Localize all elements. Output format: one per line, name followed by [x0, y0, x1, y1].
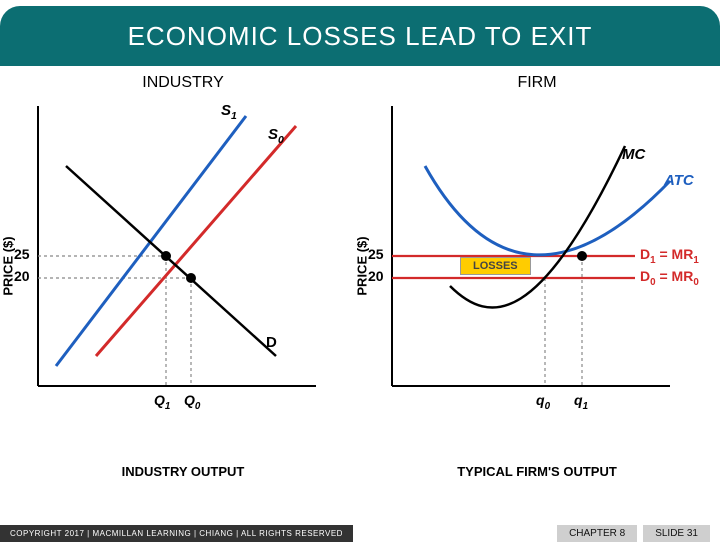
industry-ytick-25: 25: [14, 246, 30, 262]
firm-xtick-q0: q0: [536, 392, 550, 412]
firm-x-label: TYPICAL FIRM'S OUTPUT: [370, 464, 704, 479]
s0-label: S0: [268, 126, 284, 146]
s1-label: S1: [221, 102, 237, 122]
industry-xtick-q1: Q1: [154, 392, 170, 412]
d0-mr0-label: D0 = MR0: [640, 268, 699, 288]
firm-ytick-20: 20: [368, 268, 384, 284]
d-label: D: [266, 334, 277, 351]
slide-chip: SLIDE 31: [643, 525, 710, 542]
copyright-text: COPYRIGHT 2017 | MACMILLAN LEARNING | CH…: [0, 525, 353, 542]
slide-title: ECONOMIC LOSSES LEAD TO EXIT: [0, 6, 720, 66]
firm-heading: FIRM: [370, 74, 704, 92]
industry-xtick-q0: Q0: [184, 392, 200, 412]
footer-right: CHAPTER 8 SLIDE 31: [557, 525, 720, 542]
firm-panel: FIRM PRICE ($) 25 20 MC ATC LOSSES D1 = …: [370, 74, 704, 479]
losses-box: LOSSES: [460, 257, 531, 275]
industry-x-label: INDUSTRY OUTPUT: [16, 464, 350, 479]
industry-heading: INDUSTRY: [16, 74, 350, 92]
industry-panel: INDUSTRY PRICE ($) 25 20 S1 S0 D Q1 Q0 I…: [16, 74, 350, 479]
firm-ytick-25: 25: [368, 246, 384, 262]
footer-bar: COPYRIGHT 2017 | MACMILLAN LEARNING | CH…: [0, 520, 720, 546]
d1-mr1-label: D1 = MR1: [640, 246, 699, 266]
firm-xtick-q1: q1: [574, 392, 588, 412]
firm-chart: PRICE ($) 25 20 MC ATC LOSSES D1 = MR1 D…: [370, 96, 704, 436]
industry-svg: [16, 96, 336, 396]
industry-chart: PRICE ($) 25 20 S1 S0 D Q1 Q0: [16, 96, 350, 436]
atc-label: ATC: [664, 172, 694, 189]
mc-label: MC: [622, 146, 645, 163]
chart-row: INDUSTRY PRICE ($) 25 20 S1 S0 D Q1 Q0 I…: [0, 66, 720, 479]
chapter-chip: CHAPTER 8: [557, 525, 637, 542]
industry-ytick-20: 20: [14, 268, 30, 284]
